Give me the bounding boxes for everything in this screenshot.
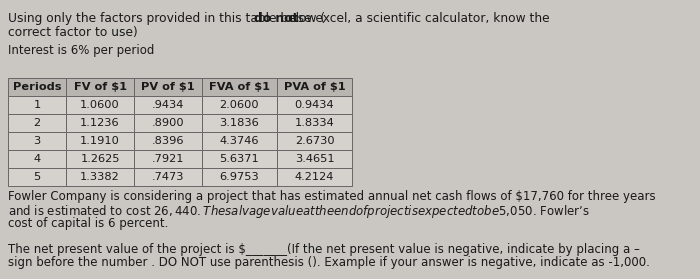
Text: 1.1910: 1.1910 [80, 136, 120, 146]
Text: 1.3382: 1.3382 [80, 172, 120, 182]
Bar [134, 168, 202, 186]
Bar [134, 114, 202, 132]
Text: 3.4651: 3.4651 [295, 154, 335, 164]
Text: 2: 2 [34, 118, 41, 128]
Text: 4.3746: 4.3746 [220, 136, 259, 146]
Bar [8, 168, 66, 186]
Text: 1.1236: 1.1236 [80, 118, 120, 128]
Text: 6.9753: 6.9753 [220, 172, 260, 182]
Text: .7921: .7921 [152, 154, 184, 164]
Text: FV of $1: FV of $1 [74, 82, 127, 92]
Text: 0.9434: 0.9434 [295, 100, 335, 110]
Text: Fowler Company is considering a project that has estimated annual net cash flows: Fowler Company is considering a project … [8, 190, 656, 203]
Bar [66, 132, 134, 150]
Bar [66, 168, 134, 186]
Bar [202, 114, 277, 132]
Bar [66, 96, 134, 114]
Text: The net present value of the project is $_______(If the net present value is neg: The net present value of the project is … [8, 242, 640, 256]
Bar [202, 132, 277, 150]
Bar [8, 114, 66, 132]
Bar [202, 96, 277, 114]
Text: and is estimated to cost $26,440. The salvage value at the end of project is exp: and is estimated to cost $26,440. The sa… [8, 203, 589, 220]
Text: .9434: .9434 [152, 100, 184, 110]
Bar [277, 132, 352, 150]
Text: sign before the number . DO NOT use parenthesis (). Example if your answer is ne: sign before the number . DO NOT use pare… [8, 256, 650, 269]
Text: 1.2625: 1.2625 [80, 154, 120, 164]
Text: do not: do not [254, 12, 298, 25]
Text: correct factor to use): correct factor to use) [8, 26, 138, 39]
Bar [134, 78, 202, 96]
Bar [8, 96, 66, 114]
Bar [202, 150, 277, 168]
Bar [134, 96, 202, 114]
Text: 3: 3 [34, 136, 41, 146]
Text: 1.8334: 1.8334 [295, 118, 335, 128]
Text: Periods: Periods [13, 82, 62, 92]
Text: 1: 1 [34, 100, 41, 110]
Text: FVA of $1: FVA of $1 [209, 82, 270, 92]
Text: PVA of $1: PVA of $1 [284, 82, 345, 92]
Bar [202, 78, 277, 96]
Bar [202, 168, 277, 186]
Text: 5: 5 [34, 172, 41, 182]
Bar [277, 150, 352, 168]
Text: 1.0600: 1.0600 [80, 100, 120, 110]
Bar [277, 78, 352, 96]
Text: 4: 4 [34, 154, 41, 164]
Text: Using only the factors provided in this table below (: Using only the factors provided in this … [8, 12, 325, 25]
Text: 5.6371: 5.6371 [220, 154, 260, 164]
Bar [277, 114, 352, 132]
Text: use excel, a scientific calculator, know the: use excel, a scientific calculator, know… [286, 12, 550, 25]
Text: cost of capital is 6 percent.: cost of capital is 6 percent. [8, 217, 169, 230]
Bar [134, 150, 202, 168]
Text: Interest is 6% per period: Interest is 6% per period [8, 44, 155, 57]
Bar [8, 132, 66, 150]
Bar [8, 78, 66, 96]
Bar [134, 132, 202, 150]
Bar [66, 150, 134, 168]
Text: 3.1836: 3.1836 [220, 118, 260, 128]
Bar [66, 78, 134, 96]
Bar [277, 96, 352, 114]
Text: 2.0600: 2.0600 [220, 100, 259, 110]
Bar [8, 150, 66, 168]
Text: PV of $1: PV of $1 [141, 82, 195, 92]
Text: .7473: .7473 [152, 172, 184, 182]
Text: 4.2124: 4.2124 [295, 172, 334, 182]
Bar [66, 114, 134, 132]
Text: .8396: .8396 [152, 136, 184, 146]
Text: .8900: .8900 [152, 118, 184, 128]
Bar [277, 168, 352, 186]
Text: 2.6730: 2.6730 [295, 136, 335, 146]
